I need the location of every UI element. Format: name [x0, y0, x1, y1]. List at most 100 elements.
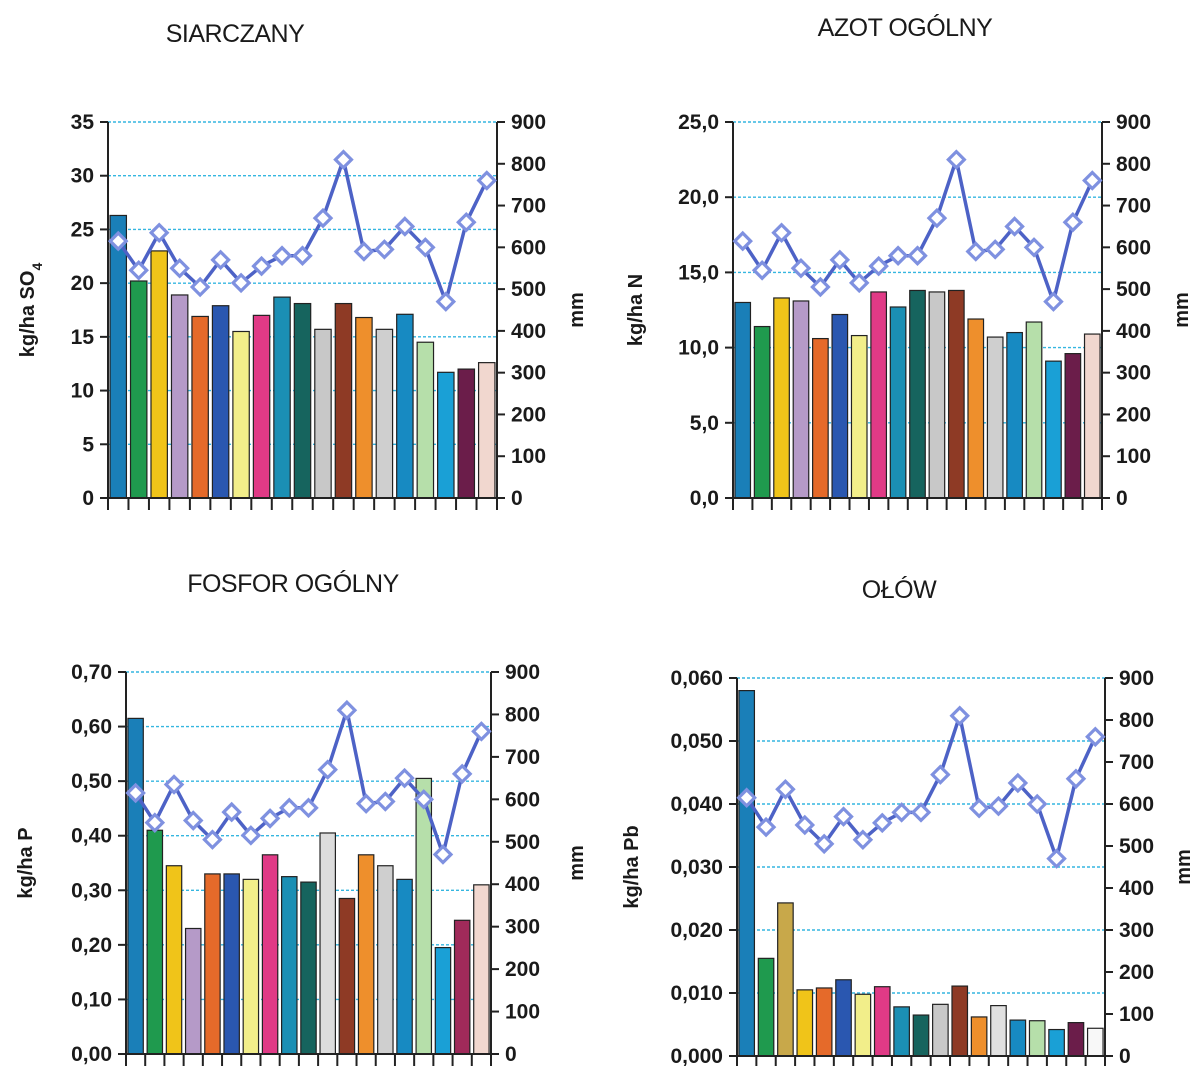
chart-title: FOSFOR OGÓLNY [187, 569, 399, 598]
bar [738, 690, 756, 1057]
precip-line [741, 157, 1094, 304]
precip-marker [1062, 212, 1084, 233]
y-tick-label: 0,050 [670, 730, 723, 753]
y-tick-label: 0,00 [71, 1043, 112, 1066]
chart-azot-ogolny-svg: AZOT OGÓLNY 0,0 5,0 10,0 15,0 20,0 25,0 0 100 200… [625, 13, 1193, 510]
y2-tick-label: 300 [1116, 362, 1151, 385]
y2-tick-label: 900 [511, 111, 546, 134]
bar [734, 301, 752, 499]
bar [252, 314, 271, 499]
bar [796, 989, 814, 1057]
y2-tick-label: 0 [511, 487, 523, 510]
bar [396, 313, 414, 499]
precip-marker [926, 207, 948, 229]
bar [314, 328, 332, 499]
bar [835, 979, 852, 1057]
y2-tick-label: 300 [1119, 919, 1154, 942]
precip-marker [755, 816, 777, 838]
precip-marker [775, 779, 796, 800]
precip-marker [312, 207, 334, 229]
precip-marker [298, 797, 319, 819]
y-axis-label-subscript: 4 [29, 263, 45, 271]
precip-marker [375, 791, 396, 812]
bar [777, 902, 794, 1057]
y2-tick-label: 700 [511, 195, 546, 218]
bar [109, 214, 128, 499]
y-tick-label: 15,0 [678, 261, 719, 284]
precip-marker [751, 260, 773, 281]
y-tick-label: 0,040 [670, 793, 723, 816]
y2-axis-label: mm [1173, 849, 1195, 885]
bar [753, 325, 771, 499]
bar [951, 985, 969, 1057]
precip-marker [965, 241, 987, 262]
precip-marker [333, 149, 354, 170]
y-tick-label: 15 [71, 326, 95, 349]
y2-tick-label: 200 [1116, 403, 1151, 426]
y2-tick-label: 700 [1119, 751, 1154, 774]
precip-marker [202, 829, 223, 850]
y-tick-label: 0,000 [670, 1045, 723, 1066]
y2-tick-label: 100 [1116, 445, 1151, 468]
bar [300, 881, 317, 1055]
bar [293, 302, 312, 499]
bar [773, 297, 790, 499]
y2-tick-label: 700 [1116, 195, 1151, 218]
bar [261, 854, 279, 1055]
precip-marker [810, 276, 831, 298]
bar [889, 306, 907, 499]
bar [232, 330, 250, 499]
y-axis-label: kg/ha P [15, 827, 37, 898]
bar [434, 946, 452, 1055]
precip-marker [887, 245, 909, 266]
bar [204, 873, 221, 1055]
bar [1086, 1027, 1104, 1057]
y2-tick-label: 800 [505, 703, 540, 726]
bar [223, 873, 240, 1055]
bar [947, 289, 965, 499]
y-axis-label: kg/ha N [625, 274, 647, 346]
y-tick-label: 20 [71, 272, 94, 295]
chart-olow-svg: OŁÓW 0,000 0,010 0,020 0,030 0,040 0,050 0,060 0… [621, 575, 1195, 1066]
y-tick-label: 0,010 [670, 982, 723, 1005]
precip-marker [189, 276, 211, 298]
bar [1025, 321, 1043, 499]
bar [757, 957, 775, 1057]
precip-marker [968, 797, 990, 819]
precip-marker [732, 230, 753, 252]
precip-marker [471, 721, 492, 742]
precip-marker [946, 149, 967, 170]
precip-marker [736, 787, 757, 808]
y2-tick-label: 100 [511, 445, 546, 468]
precip-marker [771, 222, 792, 243]
precip-marker [1004, 216, 1025, 237]
y2-tick-label: 600 [505, 788, 540, 811]
y2-tick-label: 200 [505, 958, 540, 981]
chart-azot-ogolny: AZOT OGÓLNY 0,0 5,0 10,0 15,0 20,0 25,0 0 100 200… [600, 0, 1203, 530]
precip-marker [949, 705, 970, 727]
y-tick-label: 0,020 [670, 919, 723, 942]
precip-marker [169, 257, 190, 279]
bar [273, 296, 291, 499]
chart-title: SIARCZANY [166, 20, 305, 48]
precip-marker [794, 814, 816, 836]
precip-marker [891, 802, 912, 823]
precip-marker [148, 222, 170, 243]
y-axis-label: kg/ha Pb [621, 825, 643, 908]
bar [990, 1005, 1007, 1057]
y-tick-label: 0,060 [670, 667, 723, 690]
precip-marker [829, 249, 851, 271]
y2-tick-label: 300 [511, 362, 546, 385]
precip-marker [930, 764, 951, 785]
precip-marker [451, 763, 473, 785]
precip-marker [1046, 848, 1067, 869]
y-tick-label: 0,40 [71, 825, 112, 848]
y-tick-label: 25 [71, 218, 95, 241]
y-tick-label: 20,0 [678, 186, 719, 209]
precip-marker [355, 793, 377, 814]
bar [1048, 1028, 1065, 1057]
y2-axis-label: mm [1171, 292, 1193, 328]
precip-marker [848, 272, 870, 294]
y-tick-label: 5 [82, 433, 94, 456]
bar [909, 289, 926, 499]
